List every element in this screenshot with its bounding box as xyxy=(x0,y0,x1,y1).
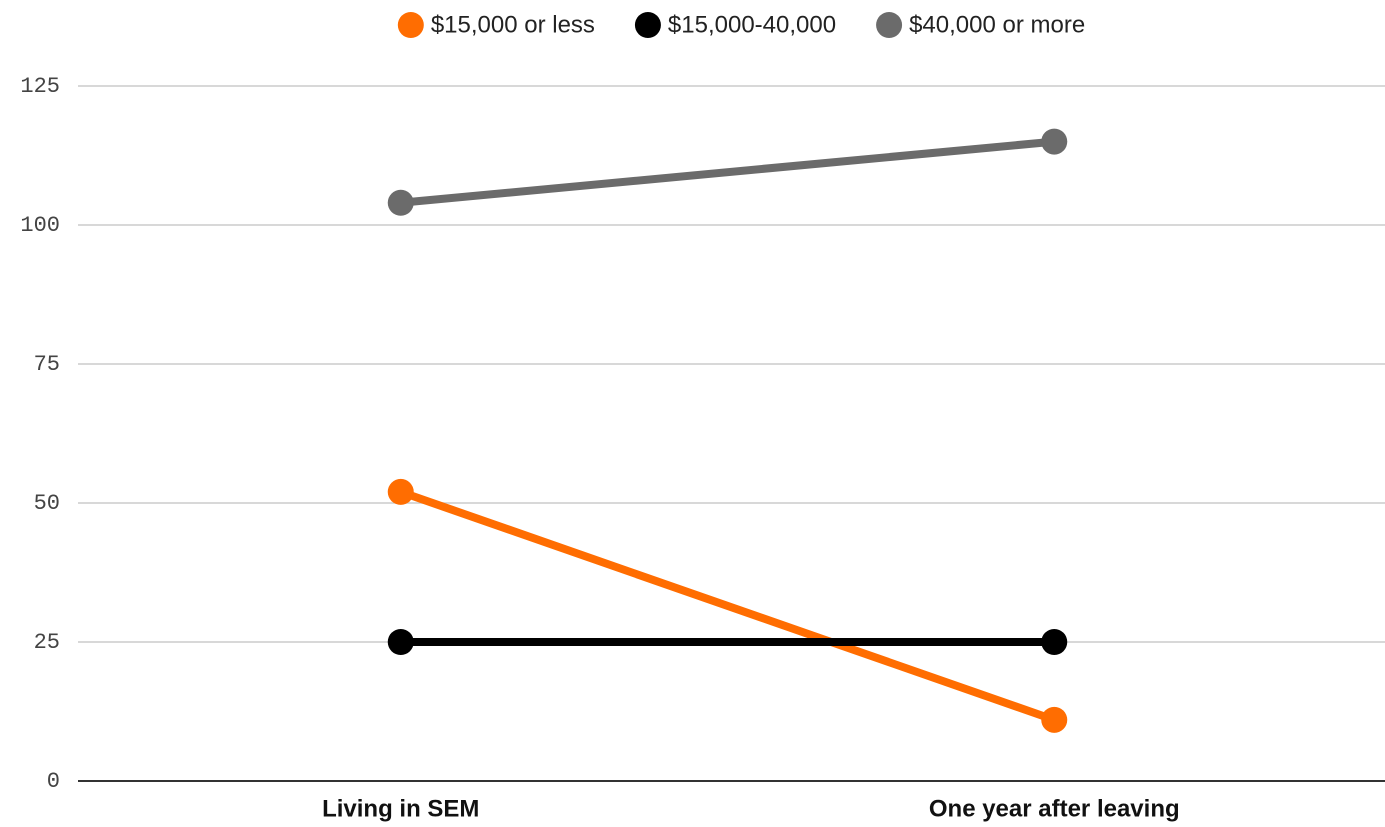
legend-marker xyxy=(634,12,661,38)
y-tick-label: 125 xyxy=(20,74,60,99)
legend-label: $15,000-40,000 xyxy=(668,11,836,38)
legend-label: $15,000 or less xyxy=(431,11,595,38)
y-tick-label: 75 xyxy=(34,352,60,377)
data-point xyxy=(1041,629,1068,655)
data-point xyxy=(387,189,414,216)
series-line xyxy=(399,488,1056,724)
legend-marker xyxy=(397,12,424,38)
legend-marker xyxy=(876,12,903,38)
x-tick-label: Living in SEM xyxy=(322,795,479,822)
series-line xyxy=(400,137,1055,207)
legend-label: $40,000 or more xyxy=(909,11,1085,38)
data-point xyxy=(387,629,414,655)
y-tick-label: 50 xyxy=(34,491,60,516)
y-tick-label: 0 xyxy=(47,769,60,794)
y-tick-label: 25 xyxy=(34,630,60,655)
data-point xyxy=(387,478,414,505)
data-point xyxy=(1041,128,1068,155)
y-tick-label: 100 xyxy=(20,213,60,238)
data-point xyxy=(1041,706,1068,733)
x-tick-label: One year after leaving xyxy=(929,795,1180,822)
